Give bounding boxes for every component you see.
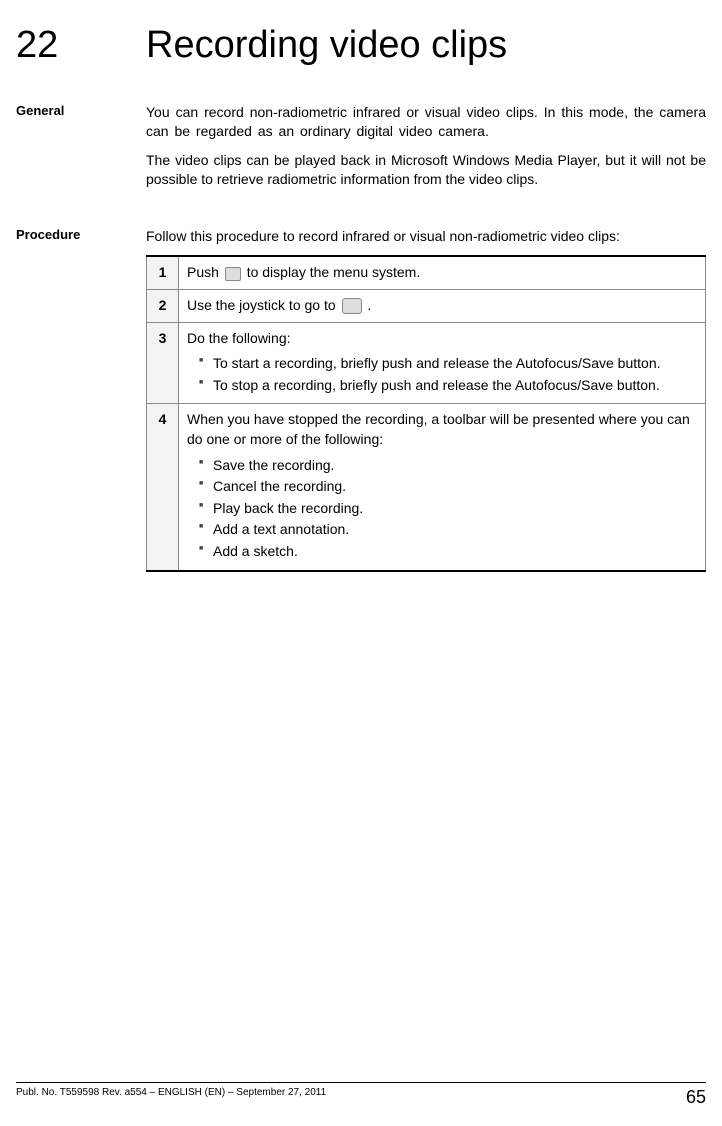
section-label-procedure: Procedure bbox=[16, 227, 146, 572]
step2-post: . bbox=[364, 297, 372, 313]
section-procedure: Procedure Follow this procedure to recor… bbox=[0, 227, 722, 572]
step-content: Use the joystick to go to . bbox=[179, 290, 706, 323]
list-item: Save the recording. bbox=[199, 456, 697, 476]
step1-pre: Push bbox=[187, 264, 223, 280]
section-body-procedure: Follow this procedure to record infrared… bbox=[146, 227, 706, 572]
table-row: 4 When you have stopped the recording, a… bbox=[147, 404, 706, 571]
section-body-general: You can record non-radiometric infrared … bbox=[146, 103, 706, 199]
list-item: To stop a recording, briefly push and re… bbox=[199, 376, 697, 396]
menu-icon bbox=[225, 267, 241, 281]
step-content: Push to display the menu system. bbox=[179, 256, 706, 289]
list-item: Play back the recording. bbox=[199, 499, 697, 519]
step3-text: Do the following: bbox=[187, 329, 697, 349]
step-number: 3 bbox=[147, 322, 179, 404]
list-item: Add a sketch. bbox=[199, 542, 697, 562]
procedure-intro: Follow this procedure to record infrared… bbox=[146, 227, 706, 246]
list-item: Cancel the recording. bbox=[199, 477, 697, 497]
step-content: When you have stopped the recording, a t… bbox=[179, 404, 706, 571]
page-number: 65 bbox=[686, 1087, 706, 1108]
section-label-general: General bbox=[16, 103, 146, 199]
publication-info: Publ. No. T559598 Rev. a554 – ENGLISH (E… bbox=[16, 1087, 326, 1108]
list-item: To start a recording, briefly push and r… bbox=[199, 354, 697, 374]
general-p1: You can record non-radiometric infrared … bbox=[146, 103, 706, 141]
chapter-number: 22 bbox=[16, 24, 146, 67]
list-item: Add a text annotation. bbox=[199, 520, 697, 540]
step-number: 2 bbox=[147, 290, 179, 323]
step4-list: Save the recording. Cancel the recording… bbox=[187, 456, 697, 562]
page-footer: Publ. No. T559598 Rev. a554 – ENGLISH (E… bbox=[16, 1082, 706, 1108]
step1-post: to display the menu system. bbox=[243, 264, 420, 280]
step3-list: To start a recording, briefly push and r… bbox=[187, 354, 697, 395]
step-number: 4 bbox=[147, 404, 179, 571]
camera-icon bbox=[342, 298, 362, 314]
table-row: 1 Push to display the menu system. bbox=[147, 256, 706, 289]
page-header: 22 Recording video clips bbox=[0, 24, 722, 75]
section-general: General You can record non-radiometric i… bbox=[0, 103, 722, 199]
general-p2: The video clips can be played back in Mi… bbox=[146, 151, 706, 189]
steps-table: 1 Push to display the menu system. 2 Use… bbox=[146, 255, 706, 571]
step-content: Do the following: To start a recording, … bbox=[179, 322, 706, 404]
chapter-title: Recording video clips bbox=[146, 24, 507, 67]
table-row: 3 Do the following: To start a recording… bbox=[147, 322, 706, 404]
step2-pre: Use the joystick to go to bbox=[187, 297, 340, 313]
step4-text: When you have stopped the recording, a t… bbox=[187, 410, 697, 449]
table-row: 2 Use the joystick to go to . bbox=[147, 290, 706, 323]
step-number: 1 bbox=[147, 256, 179, 289]
